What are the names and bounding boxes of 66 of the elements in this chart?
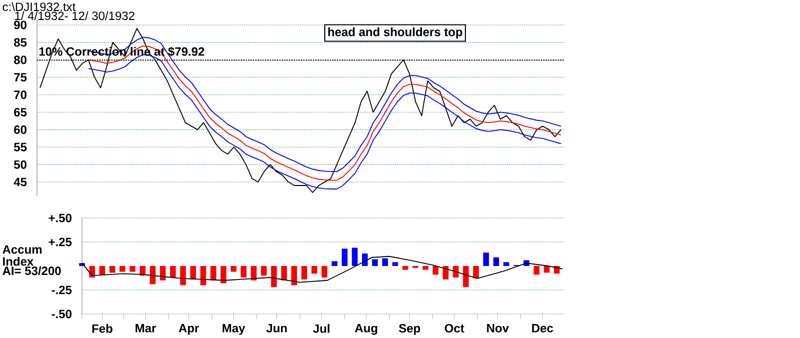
bar bbox=[109, 266, 116, 273]
x-tick-label: Sep bbox=[398, 324, 420, 335]
x-tick-label: Apr bbox=[178, 324, 199, 335]
bar bbox=[422, 266, 428, 270]
x-tick-label: Dec bbox=[532, 324, 553, 332]
chart-title: c:\DJI1932.txt bbox=[2, 2, 76, 12]
bar bbox=[180, 266, 186, 286]
bar bbox=[332, 261, 338, 266]
bar bbox=[311, 266, 318, 274]
bar bbox=[190, 266, 196, 280]
y-tick-label: 45 bbox=[14, 178, 27, 186]
y-tick-label: 60 bbox=[14, 125, 26, 134]
bar bbox=[170, 266, 176, 278]
bar bbox=[493, 257, 500, 266]
x-tick-label: Oct bbox=[444, 324, 464, 333]
bar bbox=[382, 258, 388, 266]
x-tick-label: Aug bbox=[354, 324, 378, 335]
annotation: head and shoulders top bbox=[328, 27, 462, 39]
y-tick-label: 85 bbox=[14, 38, 27, 47]
bar bbox=[99, 266, 106, 275]
bar bbox=[301, 266, 308, 280]
bar bbox=[372, 259, 378, 266]
bar bbox=[160, 266, 166, 280]
chart-subtitle: 1/ 4/1932- 12/ 30/1932 bbox=[15, 11, 134, 20]
x-tick-label: Nov bbox=[487, 324, 509, 332]
bar bbox=[402, 266, 408, 270]
y-tick-label: +.25 bbox=[48, 238, 72, 246]
y-tick-label: 80 bbox=[14, 56, 26, 64]
y-tick-label: 75 bbox=[14, 73, 27, 82]
y-tick-label: -.25 bbox=[52, 286, 72, 294]
y-tick-label: 90 bbox=[14, 20, 26, 30]
bar bbox=[281, 266, 287, 280]
bar bbox=[392, 262, 398, 266]
y-tick-label: +.50 bbox=[48, 214, 72, 222]
bar bbox=[271, 266, 277, 288]
x-tick-label: May bbox=[222, 324, 246, 335]
bar bbox=[432, 266, 438, 275]
bar bbox=[260, 266, 267, 276]
bar bbox=[230, 266, 236, 272]
bar bbox=[352, 248, 358, 266]
y-axis-title: Accum Index bbox=[2, 245, 42, 266]
x-tick-label: Mar bbox=[136, 324, 156, 332]
bar bbox=[220, 266, 226, 284]
bar bbox=[140, 266, 146, 276]
y-tick-label: 65 bbox=[14, 108, 27, 116]
bar bbox=[130, 266, 136, 272]
bar bbox=[483, 252, 489, 266]
bar bbox=[342, 248, 348, 266]
x-tick-label: Jul bbox=[313, 324, 330, 333]
y-tick-label: 50 bbox=[14, 160, 26, 169]
bar bbox=[473, 266, 479, 278]
text: AI= 53/200 bbox=[2, 266, 61, 276]
bar bbox=[291, 266, 298, 286]
bar bbox=[240, 266, 247, 278]
bar bbox=[534, 266, 540, 275]
line-series bbox=[82, 256, 564, 283]
y-tick-label: -.50 bbox=[52, 310, 72, 318]
x-tick-label: Jun bbox=[266, 324, 287, 332]
bar bbox=[462, 266, 469, 288]
bar bbox=[322, 266, 328, 278]
bar bbox=[120, 266, 126, 272]
bar bbox=[503, 262, 510, 266]
x-tick-label: Feb bbox=[92, 324, 112, 333]
y-tick-label: 70 bbox=[14, 90, 26, 100]
bar bbox=[210, 266, 216, 280]
y-tick-label: 55 bbox=[14, 142, 27, 152]
